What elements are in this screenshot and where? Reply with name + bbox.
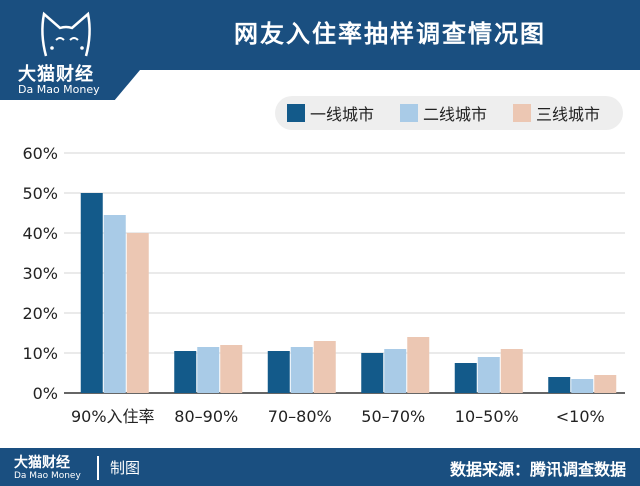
x-tick-label: 70–80%: [268, 407, 332, 426]
y-tick-label: 10%: [22, 344, 58, 363]
bar-1-5: [548, 377, 571, 393]
x-tick-label: 90%入住率: [71, 407, 155, 426]
footer-brand-en: Da Mao Money: [14, 471, 81, 481]
footer-source: 数据来源：腾讯调查数据: [449, 460, 626, 479]
bar-3-2: [313, 341, 336, 393]
x-tick-label: 50–70%: [361, 407, 425, 426]
legend-label-tier3: 三线城市: [536, 105, 601, 124]
bar-2-1: [197, 347, 220, 393]
legend-swatch-tier1: [287, 104, 305, 122]
bar-2-3: [384, 349, 407, 393]
bar-1-3: [361, 353, 384, 393]
footer-brand-cn: 大猫财经: [14, 455, 70, 471]
cat-face-icon: [41, 11, 91, 57]
legend-swatch-tier3: [513, 104, 531, 122]
bar-2-0: [103, 215, 126, 393]
y-tick-label: 60%: [22, 144, 58, 163]
bar-chart: 0% 10% 20% 30% 40% 50% 60% 90%入住率 80–90% 70–80% 50…: [22, 144, 625, 426]
legend-swatch-tier2: [400, 104, 418, 122]
bar-1-2: [267, 351, 290, 393]
legend-label-tier2: 二线城市: [423, 105, 488, 124]
bar-3-5: [594, 375, 617, 393]
bar-1-0: [80, 193, 103, 393]
footer-made-by: 制图: [110, 459, 141, 477]
bar-3-4: [500, 349, 523, 393]
x-tick-label: 10–50%: [455, 407, 519, 426]
bar-3-3: [407, 337, 430, 393]
y-tick-label: 0%: [33, 384, 58, 403]
x-tick-label: 80–90%: [174, 407, 238, 426]
footer-bar: 大猫财经 Da Mao Money 制图 数据来源：腾讯调查数据: [0, 448, 640, 486]
logo-name-cn: 大猫财经: [18, 64, 94, 85]
legend-label-tier1: 一线城市: [310, 105, 375, 124]
bar-2-5: [571, 379, 594, 393]
logo-name-en: Da Mao Money: [18, 83, 100, 96]
bar-3-0: [126, 233, 149, 393]
footer-divider: [97, 456, 99, 480]
y-tick-label: 30%: [22, 264, 58, 283]
y-tick-label: 50%: [22, 184, 58, 203]
chart-title: 网友入住率抽样调查情况图: [234, 20, 546, 48]
bar-1-1: [174, 351, 197, 393]
bar-1-4: [454, 363, 477, 393]
legend-item-tier3: 三线城市: [513, 96, 600, 130]
y-tick-label: 40%: [22, 224, 58, 243]
x-tick-label: <10%: [556, 407, 605, 426]
bar-2-2: [290, 347, 313, 393]
bar-2-4: [477, 357, 500, 393]
chart-legend: 一线城市 二线城市 三线城市: [275, 96, 623, 130]
y-tick-label: 20%: [22, 304, 58, 323]
logo: 大猫财经 Da Mao Money: [0, 0, 140, 100]
bar-3-1: [220, 345, 243, 393]
legend-item-tier2: 二线城市: [400, 96, 487, 130]
legend-item-tier1: 一线城市: [287, 96, 374, 130]
